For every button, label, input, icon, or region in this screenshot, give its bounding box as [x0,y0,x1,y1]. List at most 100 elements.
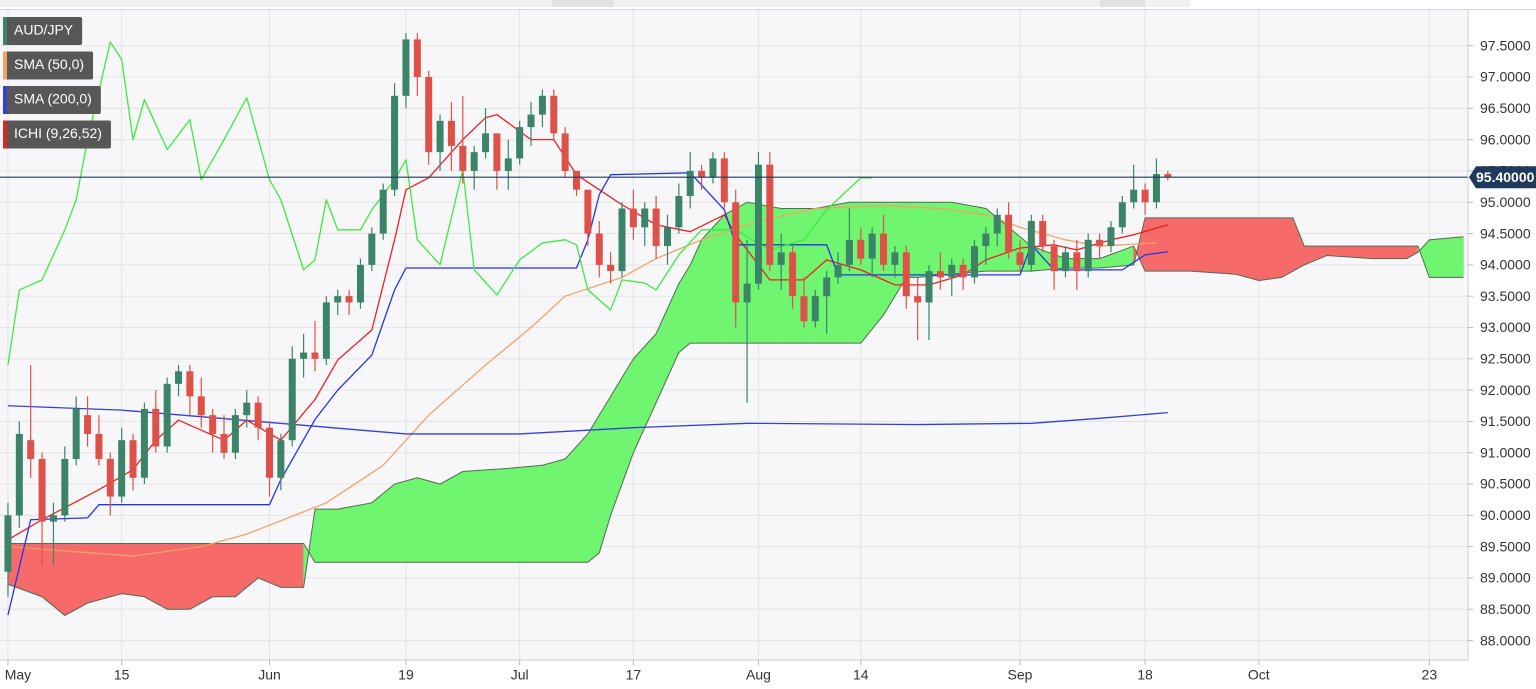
candle-body [936,271,944,278]
cloud-segment [1190,217,1237,275]
candle-body [322,302,330,359]
candle-body [61,458,69,516]
y-tick-label: 94.5000 [1480,225,1531,241]
top-tabs [0,0,1190,7]
candle-body [766,164,774,265]
cloud-segment [212,543,236,598]
y-tick-label: 95.0000 [1480,194,1531,210]
candle-body [993,214,1001,234]
candle-body [459,145,467,171]
cloud-segment [462,468,509,563]
y-tick-label: 90.5000 [1480,476,1531,492]
candle-body [959,264,967,278]
candle-body [698,170,706,178]
axes: 88.0000 88.5000 89.0000 89.5000 90.0000 90.50… [5,37,1536,683]
candle-body [777,252,785,265]
y-tick-label: 89.5000 [1480,538,1531,554]
tab [1100,0,1145,7]
candle-body [106,458,114,497]
legend-label: SMA (200,0) [14,91,92,107]
candle-body [914,296,922,303]
candle-body [891,252,899,265]
candle-body [379,189,387,234]
candle-body [652,208,660,247]
y-tick-label: 93.0000 [1480,319,1531,335]
y-tick-label: 91.5000 [1480,413,1531,429]
candle-body [49,515,57,522]
x-tick-label: Sep [1008,667,1033,683]
candle-body [982,233,990,247]
candle-body [84,415,92,434]
cloud-edge [7,217,1464,563]
candle-body [970,246,978,278]
cloud-segment [1429,236,1464,278]
legend-box [3,17,83,45]
candle-body [368,233,376,265]
y-tick-label: 96.0000 [1480,131,1531,147]
y-tick-label: 88.5000 [1480,601,1531,617]
candle-body [618,208,626,272]
x-tick-label: Aug [746,667,771,683]
x-tick-label: 15 [114,667,130,683]
candle-body [345,296,353,303]
cloud-edge [7,201,1464,617]
x-tick-label: 17 [626,667,642,683]
candle-body [902,252,910,297]
x-tick-label: 14 [853,667,869,683]
candle-body [447,120,455,146]
candle-body [95,433,103,459]
candle-body [1039,221,1047,247]
sma-line [7,204,1157,557]
candle-body [1152,174,1160,203]
candle-body [1084,239,1092,272]
x-tick-label: 18 [1137,667,1153,683]
candle-body [550,95,558,134]
y-tick-label: 90.0000 [1480,507,1531,523]
x-tick-label: Oct [1248,667,1270,683]
candle-body [288,358,296,441]
legend-item: SMA (50,0) [3,51,94,80]
candle-body [573,170,581,190]
candle-body [1073,252,1081,272]
candle-body [516,127,524,159]
candle-body [800,296,808,322]
candle-body [709,158,717,178]
cloud-segment [1144,217,1191,272]
legend-label: AUD/JPY [14,22,74,38]
candle-body [163,383,171,447]
candle-body [857,239,865,259]
cloud-segment [337,502,373,563]
tab [552,0,614,7]
cloud-segment [542,458,566,563]
candle-body [15,433,23,516]
candle-body [175,371,183,384]
candle-body [1027,221,1035,265]
candle-body [311,352,319,359]
candle-body [425,77,433,153]
cloud-segment [1065,258,1100,269]
candle-body [686,170,694,196]
candle-body [641,208,649,228]
cloud-segment [314,508,339,563]
candle-body [1164,174,1172,178]
cloud-segment [280,543,304,588]
candle-body [834,264,842,278]
candle-body [265,427,273,478]
candle-body [527,114,535,128]
cloud-segment [814,201,850,344]
candle-body [561,133,569,171]
candle-body [595,233,603,265]
cloud-segment [780,208,816,344]
candle-body [391,95,399,190]
y-tick-label: 96.5000 [1480,100,1531,116]
y-tick-label: 91.0000 [1480,444,1531,460]
candle-body [197,396,205,416]
price-label: 95.40000 [1476,169,1535,185]
candle-body [1016,252,1024,265]
x-tick-label: Jun [258,667,281,683]
candle-body [1005,214,1013,253]
cloud-segment [1235,217,1260,281]
cloud-segment [394,477,418,563]
